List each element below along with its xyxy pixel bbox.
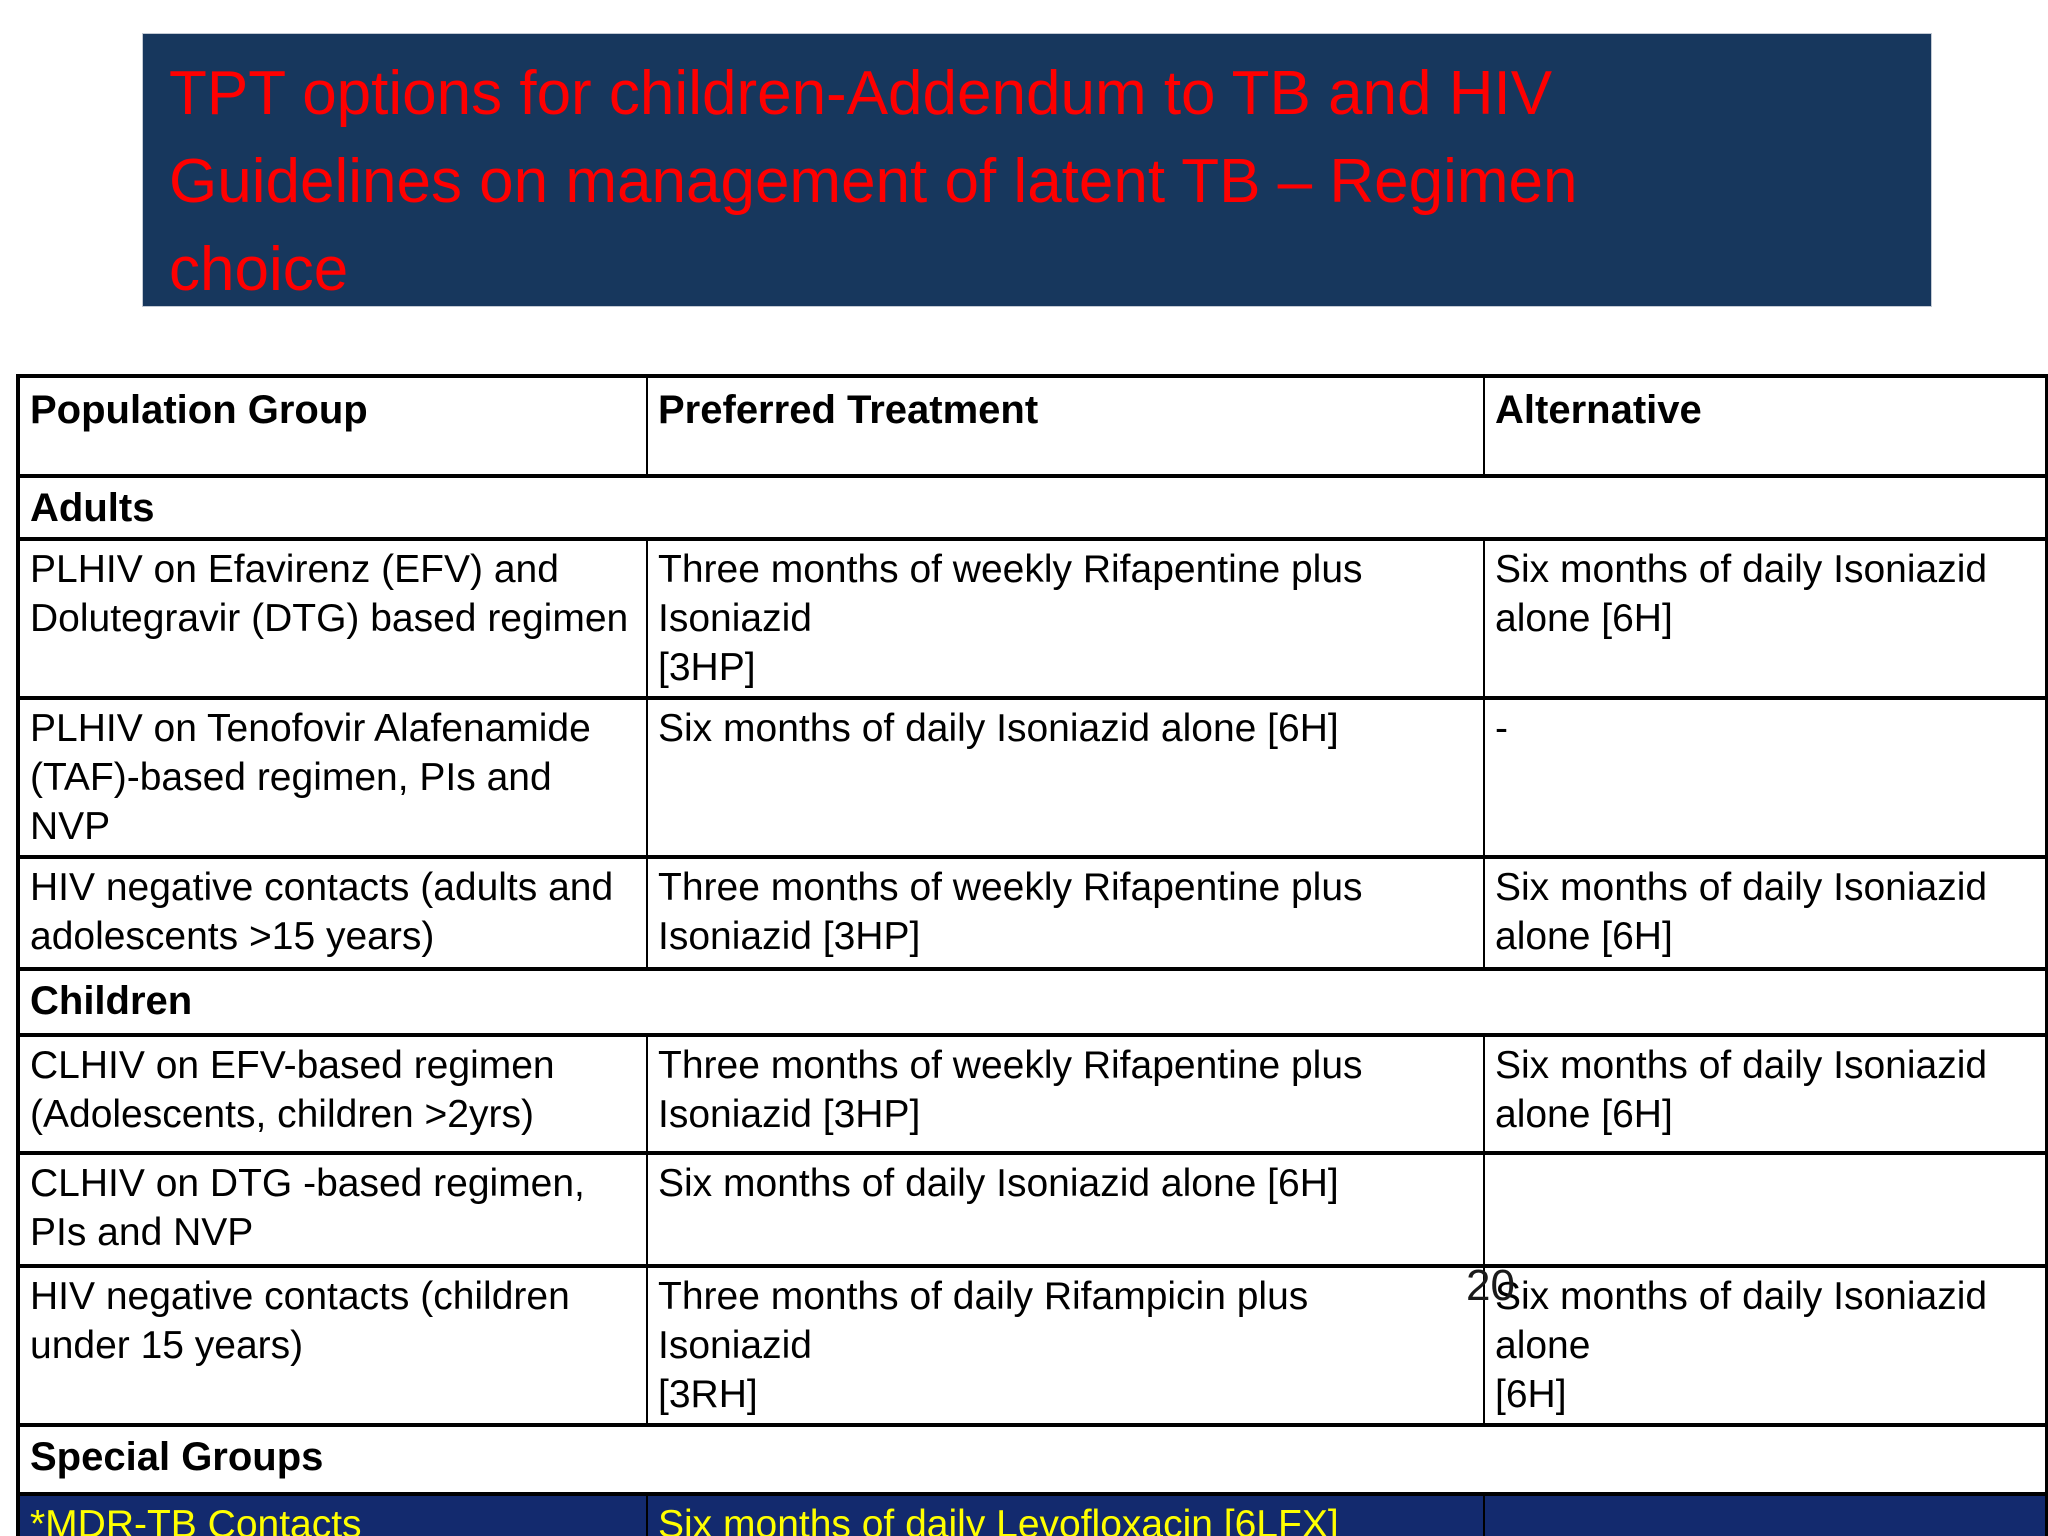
- cell-preferred-treatment: Three months of weekly Rifapentine plus …: [646, 855, 1485, 971]
- table-row: CLHIV on EFV-based regimen (Adolescents,…: [17, 1033, 2048, 1155]
- table-row: PLHIV on Efavirenz (EFV) and Dolutegravi…: [17, 537, 2048, 700]
- cell-alternative: Six months of daily Isoniazid alone [6H]: [1483, 1264, 2048, 1427]
- treatment-table: Population Group Preferred Treatment Alt…: [16, 374, 2048, 1536]
- cell-population-group: PLHIV on Tenofovir Alafenamide (TAF)-bas…: [17, 696, 648, 859]
- cell-population-group: *MDR-TB Contacts: [17, 1492, 648, 1536]
- cell-population-group: CLHIV on EFV-based regimen (Adolescents,…: [17, 1033, 648, 1155]
- cell-alternative: -: [1483, 696, 2048, 859]
- cell-preferred-treatment: Three months of weekly Rifapentine plus …: [646, 537, 1485, 700]
- section-label: Special Groups: [17, 1423, 2048, 1496]
- slide-page-number: 20: [1466, 1261, 1515, 1310]
- table-row: HIV negative contacts (adults and adoles…: [17, 855, 2048, 971]
- section-row-adults: Adults: [17, 474, 2048, 541]
- cell-alternative: [1483, 1492, 2048, 1536]
- cell-population-group: CLHIV on DTG -based regimen, PIs and NVP: [17, 1151, 648, 1268]
- table-row: PLHIV on Tenofovir Alafenamide (TAF)-bas…: [17, 696, 2048, 859]
- column-header-population-group: Population Group: [17, 374, 648, 478]
- section-row-children: Children: [17, 967, 2048, 1037]
- section-row-special-groups: Special Groups: [17, 1423, 2048, 1496]
- cell-preferred-treatment: Three months of daily Rifampicin plus Is…: [646, 1264, 1485, 1427]
- column-header-preferred-treatment: Preferred Treatment: [646, 374, 1485, 478]
- cell-population-group: HIV negative contacts (children under 15…: [17, 1264, 648, 1427]
- table-row: HIV negative contacts (children under 15…: [17, 1264, 2048, 1427]
- cell-alternative: Six months of daily Isoniazid alone [6H]: [1483, 855, 2048, 971]
- slide-title: TPT options for children-Addendum to TB …: [142, 33, 1932, 307]
- table-row-mdr-tb-contacts: *MDR-TB Contacts Six months of daily Lev…: [17, 1492, 2048, 1536]
- cell-alternative: Six months of daily Isoniazid alone [6H]: [1483, 1033, 2048, 1155]
- cell-preferred-treatment: Six months of daily Levofloxacin [6LFX]: [646, 1492, 1485, 1536]
- cell-preferred-treatment: Six months of daily Isoniazid alone [6H]: [646, 696, 1485, 859]
- cell-population-group: HIV negative contacts (adults and adoles…: [17, 855, 648, 971]
- cell-population-group: PLHIV on Efavirenz (EFV) and Dolutegravi…: [17, 537, 648, 700]
- cell-preferred-treatment: Three months of weekly Rifapentine plus …: [646, 1033, 1485, 1155]
- section-label: Adults: [17, 474, 2048, 541]
- section-label: Children: [17, 967, 2048, 1037]
- cell-alternative: [1483, 1151, 2048, 1268]
- cell-alternative: Six months of daily Isoniazid alone [6H]: [1483, 537, 2048, 700]
- table-row: CLHIV on DTG -based regimen, PIs and NVP…: [17, 1151, 2048, 1268]
- cell-preferred-treatment: Six months of daily Isoniazid alone [6H]: [646, 1151, 1485, 1268]
- column-header-alternative: Alternative: [1483, 374, 2048, 478]
- table-header-row: Population Group Preferred Treatment Alt…: [17, 374, 2048, 478]
